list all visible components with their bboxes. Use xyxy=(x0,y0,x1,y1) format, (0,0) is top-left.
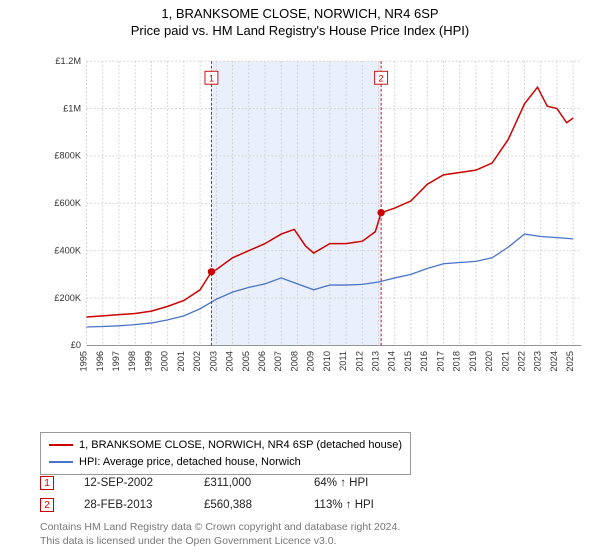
marker-pct-1: 64% ↑ HPI xyxy=(314,477,414,489)
legend-swatch-property xyxy=(49,444,73,446)
svg-text:2005: 2005 xyxy=(241,351,251,372)
legend: 1, BRANKSOME CLOSE, NORWICH, NR4 6SP (de… xyxy=(40,432,411,475)
svg-text:1999: 1999 xyxy=(143,351,153,372)
svg-text:2022: 2022 xyxy=(517,351,527,372)
svg-text:2019: 2019 xyxy=(468,351,478,372)
marker-table: 1 12-SEP-2002 £311,000 64% ↑ HPI 2 28-FE… xyxy=(40,472,414,516)
marker-pct-2: 113% ↑ HPI xyxy=(314,499,414,511)
svg-text:£1.2M: £1.2M xyxy=(55,56,81,66)
title-block: 1, BRANKSOME CLOSE, NORWICH, NR4 6SP Pri… xyxy=(0,0,600,38)
svg-text:2000: 2000 xyxy=(160,351,170,372)
marker-price-2: £560,388 xyxy=(204,499,284,511)
svg-text:£400K: £400K xyxy=(54,245,82,255)
footer-line1: Contains HM Land Registry data © Crown c… xyxy=(40,520,400,534)
marker-row-2: 2 28-FEB-2013 £560,388 113% ↑ HPI xyxy=(40,494,414,516)
svg-text:2023: 2023 xyxy=(533,351,543,372)
marker-row-1: 1 12-SEP-2002 £311,000 64% ↑ HPI xyxy=(40,472,414,494)
svg-text:2013: 2013 xyxy=(371,351,381,372)
marker-date-2: 28-FEB-2013 xyxy=(84,499,174,511)
svg-text:2: 2 xyxy=(379,73,384,83)
svg-text:2020: 2020 xyxy=(484,351,494,372)
svg-text:2015: 2015 xyxy=(403,351,413,372)
svg-text:2006: 2006 xyxy=(257,351,267,372)
svg-text:£600K: £600K xyxy=(54,198,82,208)
svg-text:2001: 2001 xyxy=(176,351,186,372)
footer-attribution: Contains HM Land Registry data © Crown c… xyxy=(40,520,400,548)
svg-text:2014: 2014 xyxy=(387,351,397,372)
svg-text:£800K: £800K xyxy=(54,151,82,161)
svg-text:1995: 1995 xyxy=(79,351,89,372)
svg-text:2002: 2002 xyxy=(192,351,202,372)
price-chart: £0 £200K £400K £600K £800K £1M £1.2M 1995 1996 19… xyxy=(45,44,585,394)
svg-text:2009: 2009 xyxy=(306,351,316,372)
svg-text:1: 1 xyxy=(209,73,214,83)
figure-container: 1, BRANKSOME CLOSE, NORWICH, NR4 6SP Pri… xyxy=(0,0,600,560)
svg-text:2004: 2004 xyxy=(225,351,235,372)
svg-text:2024: 2024 xyxy=(549,351,559,372)
footer-line2: This data is licensed under the Open Gov… xyxy=(40,534,400,548)
svg-text:2021: 2021 xyxy=(500,351,510,372)
title-subtitle: Price paid vs. HM Land Registry's House … xyxy=(0,23,600,38)
svg-text:2017: 2017 xyxy=(435,351,445,372)
svg-text:£200K: £200K xyxy=(54,293,82,303)
svg-text:2012: 2012 xyxy=(354,351,364,372)
svg-text:£1M: £1M xyxy=(63,103,81,113)
svg-text:2018: 2018 xyxy=(452,351,462,372)
svg-text:2011: 2011 xyxy=(338,351,348,371)
svg-text:£0: £0 xyxy=(71,340,81,350)
legend-item-property: 1, BRANKSOME CLOSE, NORWICH, NR4 6SP (de… xyxy=(49,437,402,454)
marker-badge-1: 1 xyxy=(40,476,54,490)
marker-price-1: £311,000 xyxy=(204,477,284,489)
svg-text:2016: 2016 xyxy=(419,351,429,372)
legend-item-hpi: HPI: Average price, detached house, Norw… xyxy=(49,454,402,471)
legend-swatch-hpi xyxy=(49,461,73,463)
svg-text:2003: 2003 xyxy=(208,351,218,372)
svg-text:2010: 2010 xyxy=(322,351,332,372)
svg-text:2007: 2007 xyxy=(273,351,283,372)
marker-badge-2: 2 xyxy=(40,498,54,512)
svg-text:1996: 1996 xyxy=(95,351,105,372)
svg-text:2025: 2025 xyxy=(565,351,575,372)
svg-text:1997: 1997 xyxy=(111,351,121,372)
svg-text:2008: 2008 xyxy=(289,351,299,372)
title-address: 1, BRANKSOME CLOSE, NORWICH, NR4 6SP xyxy=(0,6,600,21)
svg-text:1998: 1998 xyxy=(127,351,137,372)
legend-label-property: 1, BRANKSOME CLOSE, NORWICH, NR4 6SP (de… xyxy=(79,437,402,454)
marker-date-1: 12-SEP-2002 xyxy=(84,477,174,489)
legend-label-hpi: HPI: Average price, detached house, Norw… xyxy=(79,454,301,471)
